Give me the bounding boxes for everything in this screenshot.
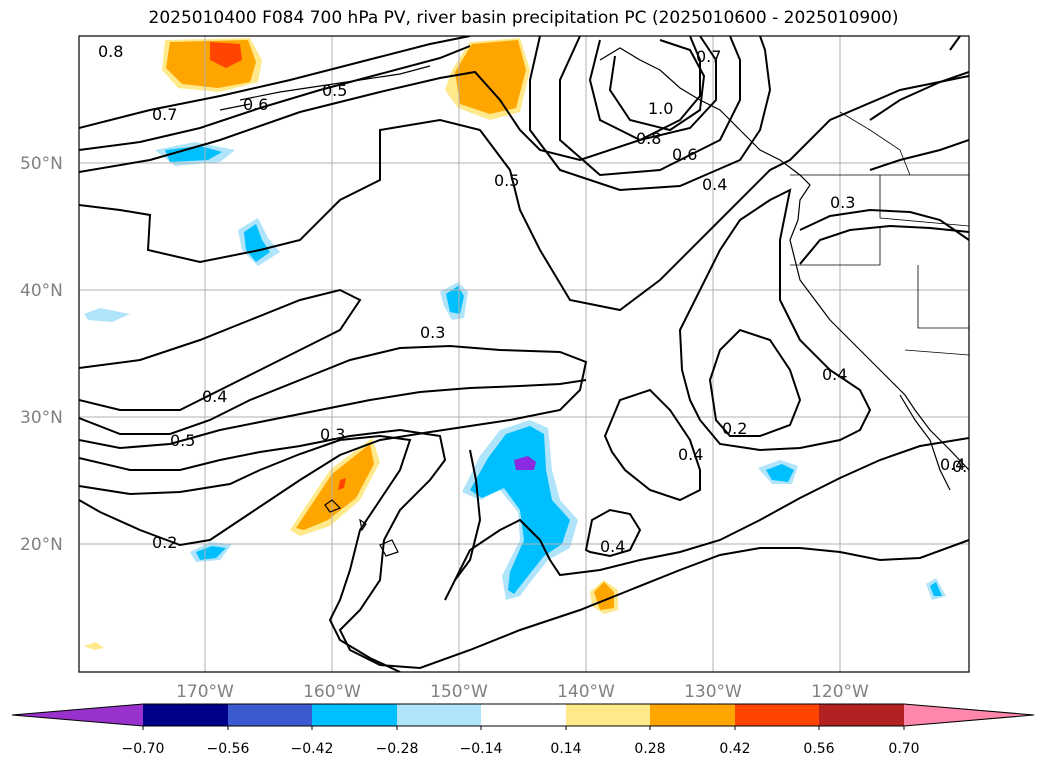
contour-label: 0.3 [420, 323, 445, 342]
lon-label: 150°W [430, 682, 488, 702]
lon-label: 130°W [684, 682, 742, 702]
contour-label: 0.2 [952, 457, 977, 476]
colorbar-segment [566, 704, 650, 726]
colorbar-tick-label: 0.42 [719, 741, 750, 757]
lon-label: 120°W [811, 682, 869, 702]
colorbar-tick-label: −0.28 [376, 741, 419, 757]
contour-label: 0.4 [702, 175, 727, 194]
contour-label: 0.7 [696, 47, 721, 66]
contour-label: 0.5 [322, 81, 347, 100]
lon-label: 140°W [557, 682, 615, 702]
colorbar-tick-label: 0.14 [550, 741, 581, 757]
colorbar-tick-label: 0.70 [888, 741, 919, 757]
contour-labels: 0.8 0.7 0.6 0.5 0.7 1.0 0.8 0.6 0.4 0.3 … [98, 42, 977, 556]
longitude-labels: 170°W 160°W 150°W 140°W 130°W 120°W [176, 682, 869, 702]
contour-label: 0.8 [98, 42, 123, 61]
colorbar-tick-label: −0.56 [207, 741, 250, 757]
contour-label: 0.4 [202, 387, 227, 406]
contour-label: 0.6 [672, 145, 697, 164]
colorbar-segment [12, 704, 143, 726]
contour-label: 0.6 [243, 95, 268, 114]
colorbar-segment [904, 704, 1034, 726]
lat-label: 20°N [20, 535, 63, 555]
colorbar-tick-label: −0.70 [122, 741, 165, 757]
contour-label: 0.3 [320, 425, 345, 444]
colorbar-segment [228, 704, 312, 726]
colorbar-segment [397, 704, 481, 726]
colorbar-tick-label: −0.14 [460, 741, 503, 757]
colorbar-segment [650, 704, 735, 726]
contour-label: 0.2 [152, 533, 177, 552]
contour-label: 0.4 [822, 365, 847, 384]
contour-label: 0.4 [940, 455, 965, 474]
lon-label: 160°W [303, 682, 361, 702]
colorbar-segment [143, 704, 228, 726]
lon-label: 170°W [176, 682, 234, 702]
contour-label: 0.8 [636, 129, 661, 148]
colorbar-tick-label: 0.28 [634, 741, 665, 757]
coastlines [219, 47, 969, 557]
colorbar-segment [735, 704, 819, 726]
contour-label: 0.5 [170, 431, 195, 450]
colorbar-segment [819, 704, 904, 726]
contour-label: 0.4 [678, 445, 703, 464]
contour-label: 0.5 [494, 171, 519, 190]
contour-label: 0.3 [830, 193, 855, 212]
chart-title: 2025010400 F084 700 hPa PV, river basin … [148, 8, 899, 28]
map-frame [78, 35, 970, 673]
colorbar-tick-label: 0.56 [803, 741, 834, 757]
colorbar-segment [481, 704, 566, 726]
contour-label: 0.4 [600, 537, 625, 556]
colorbar-tick-labels: −0.70 −0.56 −0.42 −0.28 −0.14 0.14 0.28 … [122, 741, 920, 757]
contour-label: 1.0 [648, 99, 673, 118]
lat-label: 50°N [20, 154, 63, 174]
contour-label: 0.2 [722, 419, 747, 438]
lat-label: 30°N [20, 408, 63, 428]
colorbar [11, 703, 1035, 730]
pv-contours [79, 36, 969, 672]
colorbar-segment [312, 704, 397, 726]
lat-label: 40°N [20, 281, 63, 301]
latitude-labels: 50°N 40°N 30°N 20°N [20, 154, 63, 555]
colorbar-tick-label: −0.42 [291, 741, 334, 757]
contour-label: 0.7 [152, 105, 177, 124]
